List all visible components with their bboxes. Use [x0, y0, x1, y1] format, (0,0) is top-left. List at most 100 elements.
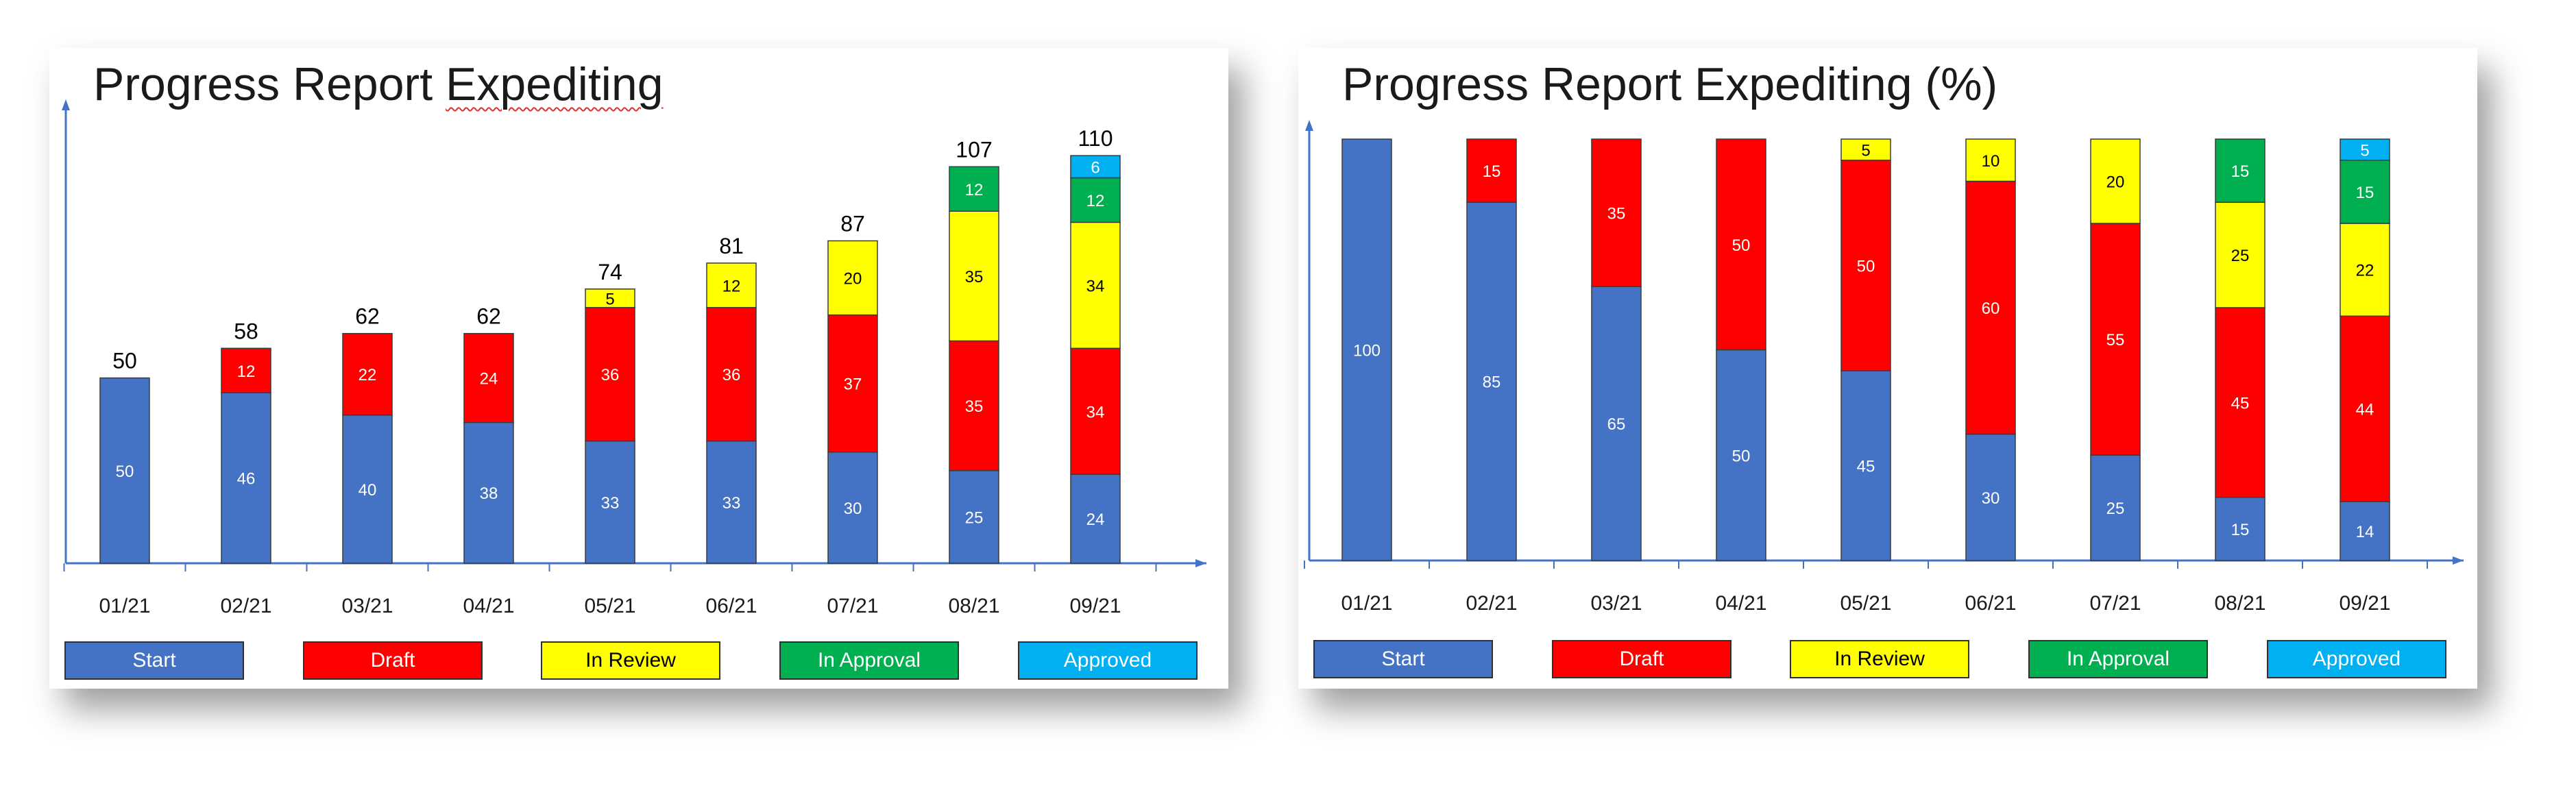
data-label: 65 — [1607, 415, 1626, 434]
data-label: 33 — [722, 494, 741, 513]
x-tick-label: 01/21 — [99, 595, 150, 617]
legend-item: Approved — [1018, 641, 1198, 680]
data-label: 30 — [1982, 489, 2000, 508]
bar-segment — [1840, 160, 1891, 371]
chart-title: Progress Report Expediting — [93, 58, 664, 111]
data-label: 6 — [1091, 158, 1099, 177]
total-label: 87 — [840, 211, 865, 236]
bar-segment — [2340, 160, 2390, 224]
data-label: 60 — [1982, 299, 2000, 318]
bar-segment — [1070, 347, 1121, 475]
data-label: 36 — [601, 366, 620, 384]
x-tick-label: 03/21 — [1590, 592, 1642, 615]
bar-segment — [2090, 454, 2141, 561]
legend-item: Draft — [1552, 640, 1731, 678]
chart-panel-percent: Progress Report Expediting (%) 100 01/21 8… — [1298, 48, 2477, 689]
total-label: 81 — [719, 234, 744, 258]
data-label: 25 — [2106, 500, 2125, 518]
bar-segment — [1840, 370, 1891, 561]
data-label: 15 — [1483, 162, 1501, 181]
bar-segment — [1070, 155, 1121, 179]
x-tick-label: 05/21 — [1840, 592, 1891, 615]
bar-segment — [585, 288, 635, 308]
data-label: 24 — [480, 370, 498, 389]
x-tick-label: 07/21 — [827, 595, 878, 617]
x-tick-label: 05/21 — [584, 595, 635, 617]
data-label: 25 — [2231, 247, 2250, 265]
data-label: 36 — [722, 366, 741, 384]
bar-segment — [2340, 223, 2390, 317]
data-label: 35 — [965, 268, 984, 286]
bar-segment — [2340, 138, 2390, 161]
title-part-1: Progress Report — [93, 58, 446, 110]
data-label: 44 — [2356, 401, 2374, 419]
bar-segment — [1716, 349, 1766, 561]
bar-segment — [1840, 138, 1891, 161]
data-label: 45 — [2231, 394, 2250, 413]
data-label: 15 — [2231, 521, 2250, 539]
bar-segment — [2215, 138, 2265, 203]
data-label: 35 — [1607, 205, 1626, 223]
bar-segment — [463, 332, 514, 423]
bar-segment — [1070, 177, 1121, 223]
x-tick-label: 06/21 — [1965, 592, 2016, 615]
bar-segment — [949, 470, 999, 564]
data-label: 34 — [1086, 277, 1105, 295]
total-label: 107 — [956, 137, 992, 162]
bar-segment — [949, 210, 999, 342]
legend-item: In Review — [1790, 640, 1969, 678]
total-label: 110 — [1078, 126, 1113, 151]
bar-segment — [342, 414, 393, 564]
bar-segment — [585, 440, 635, 564]
bar-segment — [1716, 138, 1766, 351]
data-label: 46 — [237, 470, 256, 489]
data-label: 20 — [844, 270, 862, 288]
x-tick-label: 06/21 — [705, 595, 757, 617]
bar-segment — [827, 240, 878, 316]
bar-segment — [1965, 180, 2016, 435]
legend-item: In Review — [541, 641, 720, 680]
bar-segment — [949, 340, 999, 471]
data-label: 12 — [965, 181, 984, 199]
bar-segment — [827, 314, 878, 453]
bar-segment — [949, 166, 999, 212]
data-label: 37 — [844, 375, 862, 394]
total-label: 50 — [112, 349, 137, 373]
total-label: 58 — [234, 319, 258, 343]
data-label: 50 — [1732, 447, 1751, 465]
data-label: 12 — [1086, 192, 1105, 210]
legend-item: Draft — [303, 641, 483, 680]
data-label: 24 — [1086, 510, 1105, 529]
y-axis-arrow — [62, 99, 70, 110]
x-tick-label: 09/21 — [2339, 592, 2390, 615]
data-label: 34 — [1086, 403, 1105, 421]
bar-segment — [2090, 138, 2141, 224]
x-tick-label: 07/21 — [2089, 592, 2141, 615]
data-label: 100 — [1353, 342, 1381, 360]
legend-item: In Approval — [2028, 640, 2208, 678]
data-label: 45 — [1857, 458, 1875, 476]
bar-segment — [221, 347, 271, 393]
bar-segment — [706, 440, 757, 564]
bar-segment — [706, 262, 757, 308]
bar-segment — [1591, 138, 1642, 287]
data-label: 85 — [1483, 373, 1501, 392]
data-label: 30 — [844, 500, 862, 518]
bar-segment — [463, 421, 514, 564]
data-label: 12 — [237, 362, 256, 381]
legend-item: Start — [64, 641, 244, 680]
x-tick-label: 02/21 — [1466, 592, 1517, 615]
bar-segment — [827, 452, 878, 564]
x-tick-label: 08/21 — [2214, 592, 2265, 615]
bar-segment — [1070, 473, 1121, 564]
bar-segment — [1965, 433, 2016, 561]
y-axis-arrow — [1305, 120, 1313, 131]
bar-segment — [1466, 201, 1517, 561]
data-label: 35 — [965, 397, 984, 416]
x-axis-arrow — [2453, 556, 2464, 565]
bar-segment — [99, 377, 150, 564]
data-label: 25 — [965, 508, 984, 527]
total-label: 62 — [476, 304, 501, 329]
data-label: 20 — [2106, 173, 2125, 192]
bar-segment — [1070, 221, 1121, 349]
